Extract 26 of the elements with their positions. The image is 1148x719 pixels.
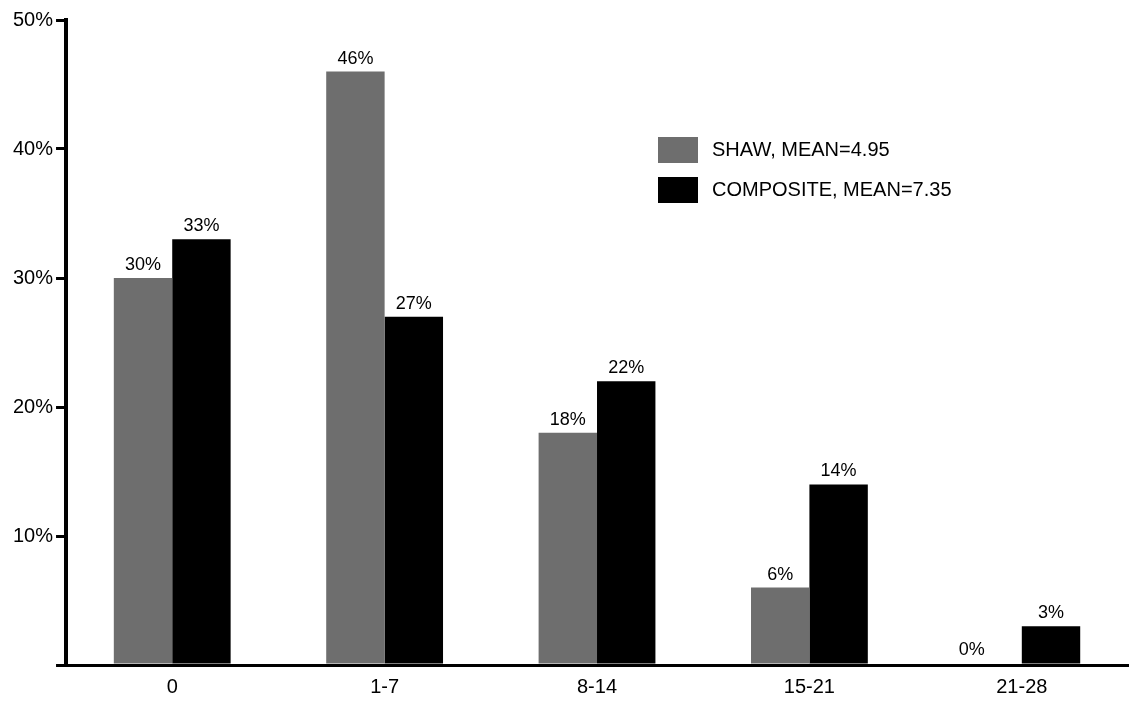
data-label: 30% <box>125 253 162 274</box>
annotation: 0% <box>958 638 985 659</box>
x-tick-label: 1-7 <box>370 674 400 697</box>
bar <box>538 432 598 664</box>
y-tick-label: 10% <box>13 523 54 546</box>
y-tick-label: 50% <box>13 7 54 30</box>
legend-label: COMPOSITE, MEAN=7.35 <box>712 177 952 200</box>
x-tick-label: 8-14 <box>577 674 618 697</box>
x-tick-label: 0 <box>166 674 178 697</box>
data-label: 46% <box>337 47 374 68</box>
data-label: 22% <box>608 357 645 378</box>
data-label: 27% <box>395 292 432 313</box>
bar <box>113 278 173 664</box>
y-tick-label: 20% <box>13 394 54 417</box>
bar <box>751 587 810 664</box>
data-label: 3% <box>1038 602 1065 623</box>
bar <box>326 71 385 664</box>
data-label: 14% <box>820 460 857 481</box>
y-tick-label: 40% <box>13 136 54 159</box>
x-tick-label: 15-21 <box>783 674 835 697</box>
data-label: 33% <box>183 215 220 236</box>
data-label: 6% <box>767 563 794 584</box>
y-tick-label: 30% <box>13 265 54 288</box>
legend-label: SHAW, MEAN=4.95 <box>712 137 890 160</box>
data-label: 18% <box>549 408 586 429</box>
x-tick-label: 21-28 <box>996 674 1048 697</box>
